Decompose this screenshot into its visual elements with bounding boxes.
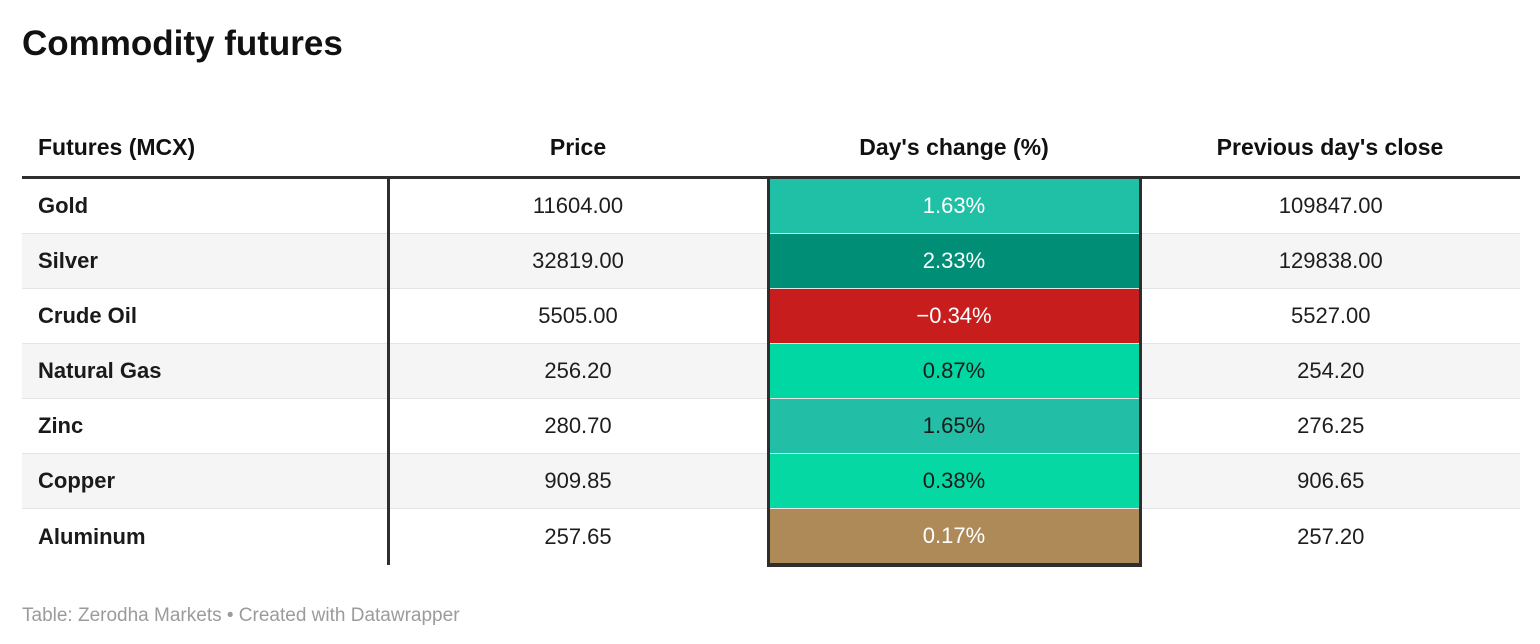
futures-name-cell: Aluminum — [22, 508, 390, 565]
table-row: Copper 909.85 0.38% 906.65 — [22, 453, 1520, 509]
table-header: Futures (MCX) Price Day's change (%) Pre… — [22, 118, 1520, 179]
previous-close-cell: 254.20 — [1140, 343, 1520, 399]
previous-close-cell: 109847.00 — [1278, 193, 1383, 218]
table-row: Crude Oil 5505.00 −0.34% 5527.00 — [22, 288, 1520, 344]
previous-close-cell: 5527.00 — [1140, 288, 1520, 344]
futures-name-cell: Natural Gas — [22, 343, 390, 399]
price-cell: 280.70 — [388, 398, 768, 454]
futures-name-cell: Copper — [22, 453, 390, 509]
days-change-cell: 1.63% — [766, 177, 1142, 234]
previous-close-cell: 257.20 — [1140, 508, 1520, 565]
commodity-futures-table: Futures (MCX) Price Day's change (%) Pre… — [22, 118, 1520, 567]
days-change-cell: 0.17% — [766, 508, 1142, 567]
previous-close-cell: 906.65 — [1140, 453, 1520, 509]
table-row: Aluminum 257.65 0.17% 257.20 — [22, 508, 1520, 567]
column-header-previous-close: Previous day's close — [1140, 118, 1520, 179]
column-header-days-change: Day's change (%) — [768, 118, 1140, 179]
column-header-price: Price — [388, 118, 768, 179]
days-change-cell: 1.65% — [766, 398, 1142, 454]
commodity-futures-table-widget: Commodity futures Futures (MCX) Price Da… — [22, 24, 1520, 626]
futures-name-cell: Zinc — [22, 398, 390, 454]
table-body: Gold 11604.00 1.63% 109847.00 Silver 328… — [22, 177, 1520, 567]
days-change-cell: 0.38% — [766, 453, 1142, 509]
page-title: Commodity futures — [22, 24, 343, 63]
days-change-cell: 0.87% — [766, 343, 1142, 399]
days-change-cell: −0.34% — [766, 288, 1142, 344]
table-row: Natural Gas 256.20 0.87% 254.20 — [22, 343, 1520, 399]
price-cell: 5505.00 — [388, 288, 768, 344]
price-cell: 32819.00 — [388, 233, 768, 289]
futures-name-cell: Silver — [22, 233, 390, 289]
price-cell: 11604.00 — [532, 193, 624, 218]
previous-close-cell: 129838.00 — [1140, 233, 1520, 289]
days-change-cell: 2.33% — [766, 233, 1142, 289]
table-row: Zinc 280.70 1.65% 276.25 — [22, 398, 1520, 454]
table-row: Gold 11604.00 1.63% 109847.00 — [22, 177, 1520, 234]
futures-name-cell: Crude Oil — [22, 288, 390, 344]
price-cell: 909.85 — [388, 453, 768, 509]
price-cell: 256.20 — [388, 343, 768, 399]
column-header-futures: Futures (MCX) — [22, 118, 388, 179]
price-cell: 257.65 — [388, 508, 768, 565]
table-row: Silver 32819.00 2.33% 129838.00 — [22, 233, 1520, 289]
attribution-byline: Table: Zerodha Markets • Created with Da… — [22, 605, 460, 626]
previous-close-cell: 276.25 — [1140, 398, 1520, 454]
futures-name-cell: Gold — [22, 177, 390, 234]
